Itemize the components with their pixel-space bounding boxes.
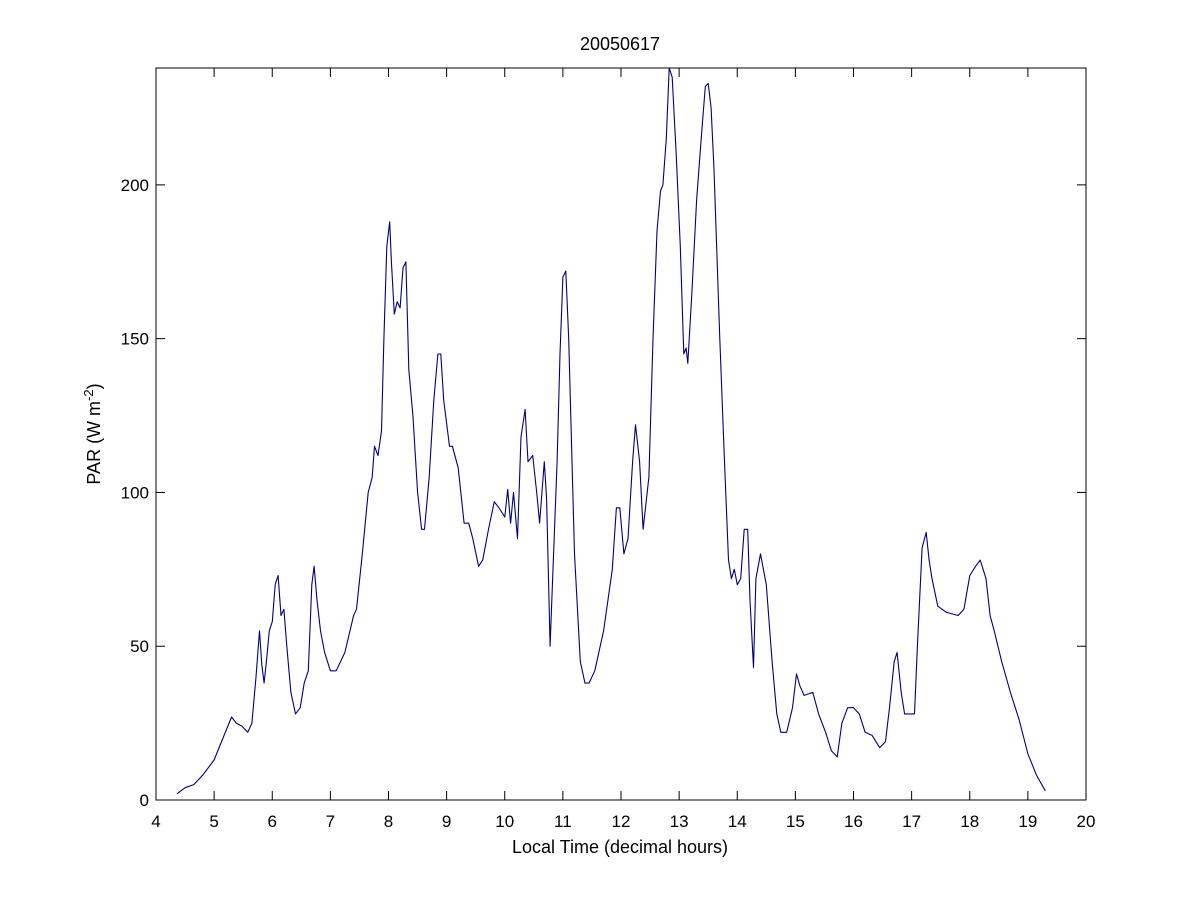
- y-axis-label-prefix: PAR (W m: [84, 401, 104, 485]
- y-tick-label: 150: [121, 330, 149, 349]
- x-tick-label: 11: [554, 812, 572, 831]
- x-tick-label: 4: [151, 812, 160, 831]
- y-axis-label-suffix: ): [84, 383, 104, 389]
- y-tick-label: 200: [121, 176, 149, 195]
- x-tick-label: 19: [1018, 812, 1037, 831]
- y-axis-label-exponent: -2: [81, 389, 96, 401]
- x-tick-label: 10: [495, 812, 514, 831]
- x-tick-label: 5: [209, 812, 218, 831]
- series-line: [176, 67, 1046, 795]
- x-tick-label: 18: [960, 812, 979, 831]
- y-tick-label: 100: [121, 483, 149, 502]
- x-tick-label: 13: [670, 812, 689, 831]
- x-tick-label: 7: [326, 812, 335, 831]
- y-axis-label: PAR (W m-2): [81, 383, 104, 484]
- y-tick-label: 50: [130, 637, 149, 656]
- x-tick-label: 8: [384, 812, 393, 831]
- x-tick-label: 12: [612, 812, 631, 831]
- x-tick-label: 15: [786, 812, 805, 831]
- x-tick-label: 6: [268, 812, 277, 831]
- x-tick-label: 9: [442, 812, 451, 831]
- x-tick-label: 20: [1077, 812, 1096, 831]
- x-axis-label: Local Time (decimal hours): [512, 837, 728, 857]
- x-tick-label: 17: [902, 812, 921, 831]
- x-tick-label: 16: [844, 812, 863, 831]
- x-tick-label: 14: [728, 812, 747, 831]
- chart-title: 20050617: [580, 34, 660, 54]
- y-tick-label: 0: [140, 791, 149, 810]
